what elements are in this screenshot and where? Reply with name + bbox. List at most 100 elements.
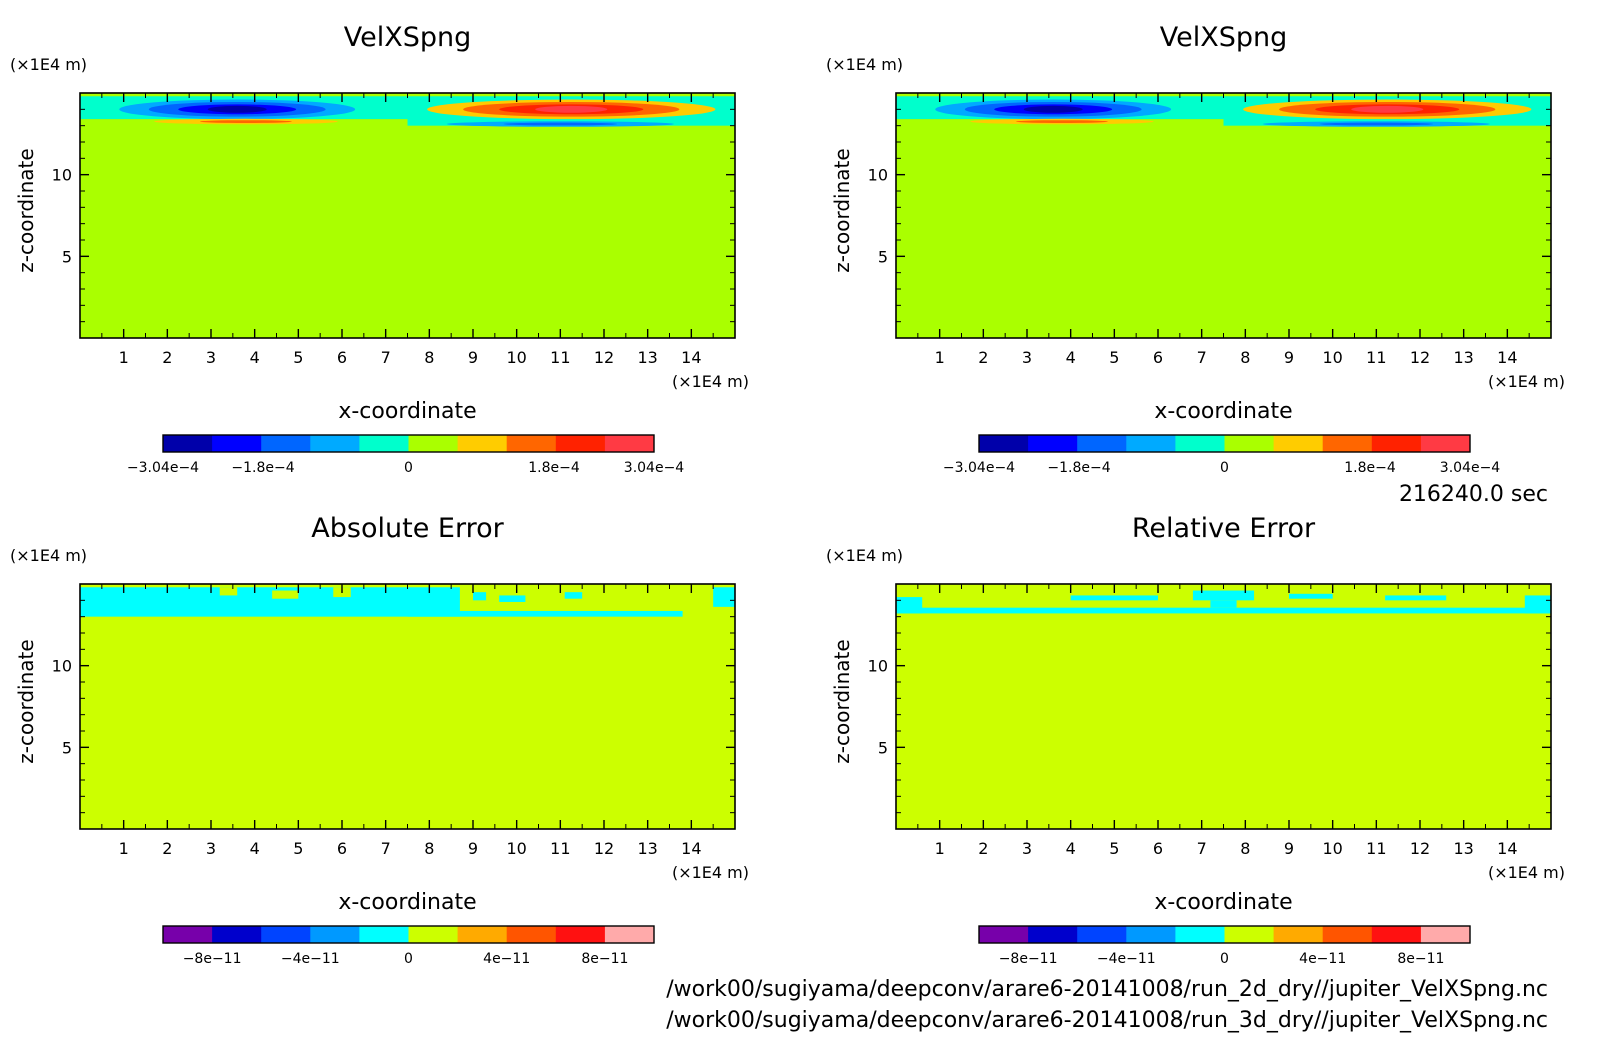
colorbar-swatch [1273,435,1324,452]
panel-title: VelXSpng [344,22,472,53]
x-tick-label: 12 [1410,348,1430,367]
colorbar-swatch [457,926,508,943]
contour-region [499,595,526,602]
colorbar: −8e−11 −4e−11 0 4e−11 8e−11 [162,925,655,967]
colorbar-swatch [261,926,311,943]
plot-area [80,584,735,829]
colorbar: −8e−11 −4e−11 0 4e−11 8e−11 [978,925,1471,967]
contour-region [713,587,735,607]
x-tick-label: 7 [1197,348,1207,367]
x-tick-label: 10 [1322,839,1342,858]
colorbar-swatch [163,926,213,943]
panel-title: VelXSpng [1160,22,1288,53]
y-tick-label: 5 [62,738,72,757]
x-tick-label: 4 [1066,348,1076,367]
contour-region [272,590,299,599]
x-tick-label: 14 [681,348,701,367]
colorbar-swatch [979,435,1029,452]
plot-background [896,93,1551,338]
colorbar-tick-label: 1.8e−4 [1344,460,1396,476]
x-unit-label: (×1E4 m) [672,863,749,882]
colorbar-tick-label: 3.04e−4 [1440,460,1501,476]
x-unit-label: (×1E4 m) [672,372,749,391]
contour-level [1351,105,1424,113]
x-tick-label: 4 [250,839,260,858]
x-tick-label: 14 [681,839,701,858]
colorbar-tick-label: −3.04e−4 [127,460,199,476]
colorbar-swatch [1028,435,1078,452]
colorbar-swatch [1224,926,1275,943]
x-tick-label: 11 [550,839,570,858]
x-tick-label: 9 [1284,348,1294,367]
y-tick-label: 5 [878,247,888,266]
x-tick-label: 6 [337,348,347,367]
x-tick-label: 13 [1453,348,1473,367]
x-tick-label: 13 [1453,839,1473,858]
x-axis-label: x-coordinate [338,399,476,424]
colorbar-swatch [1322,435,1373,452]
y-unit-label: (×1E4 m) [10,55,87,74]
chart-panels: VelXSpng(×1E4 m)1 2 3 4 5 6 7 8 9 10 11 12 13 14510(×… [10,22,1565,967]
colorbar-swatch [604,926,655,943]
y-axis-label: z-coordinate [830,148,854,272]
contour-region [1385,595,1447,601]
contour-level [535,105,608,113]
plot-background [80,93,735,338]
colorbar-frame [978,434,1471,453]
x-tick-label: 5 [1109,348,1119,367]
contour-region [407,610,683,617]
y-axis-label: z-coordinate [14,639,38,763]
y-unit-label: (×1E4 m) [826,546,903,565]
plot-area [80,93,735,338]
y-unit-label: (×1E4 m) [10,546,87,565]
contour-region [896,607,1551,614]
y-tick-label: 5 [62,247,72,266]
colorbar-tick-label: 4e−11 [1299,951,1346,967]
colorbar-swatch [1224,435,1275,452]
x-tick-label: 2 [978,839,988,858]
y-tick-label: 10 [52,657,72,676]
x-tick-label: 3 [206,348,216,367]
colorbar-swatch [1322,926,1373,943]
x-tick-label: 13 [637,839,657,858]
contour-level [1319,122,1434,126]
colorbar-swatch [359,926,409,943]
colorbar-swatch [604,435,655,452]
colorbar-tick-label: 0 [404,951,413,967]
colorbar-tick-label: −1.8e−4 [1047,460,1110,476]
x-tick-label: 1 [935,348,945,367]
x-tick-label: 6 [1153,348,1163,367]
colorbar-swatch [408,435,459,452]
x-tick-label: 6 [337,839,347,858]
contour-region [896,597,923,614]
colorbar: −3.04e−4 −1.8e−4 0 1.8e−4 3.04e−4 [127,434,684,476]
x-tick-label: 7 [1197,839,1207,858]
colorbar-swatch [506,435,557,452]
x-tick-label: 3 [1022,348,1032,367]
x-tick-label: 4 [250,348,260,367]
plot-background [896,584,1551,829]
x-tick-label: 8 [1240,839,1250,858]
panel-3: Absolute Error(×1E4 m)1 2 3 4 5 6 7 8 9 10 11 12 13 1… [10,513,749,967]
x-tick-label: 9 [468,348,478,367]
colorbar-swatch [408,926,459,943]
colorbar: −3.04e−4 −1.8e−4 0 1.8e−4 3.04e−4 [943,434,1501,476]
contour-region [219,587,238,596]
x-tick-label: 11 [1366,839,1386,858]
colorbar-tick-label: 0 [1220,951,1229,967]
plot-area [896,584,1551,829]
x-tick-label: 2 [978,348,988,367]
contour-region [80,587,408,617]
contour-region [1192,590,1255,601]
plot-area [896,93,1551,338]
colorbar-tick-label: 8e−11 [581,951,628,967]
x-tick-label: 8 [1240,348,1250,367]
y-axis-label: z-coordinate [830,639,854,763]
panel-title: Relative Error [1132,513,1316,544]
colorbar-frame [162,925,655,944]
x-tick-label: 5 [293,348,303,367]
contour-level [1023,105,1083,113]
x-tick-label: 10 [506,839,526,858]
panel-2: VelXSpng(×1E4 m)1 2 3 4 5 6 7 8 9 10 11 12 13 14510(×… [826,22,1565,476]
